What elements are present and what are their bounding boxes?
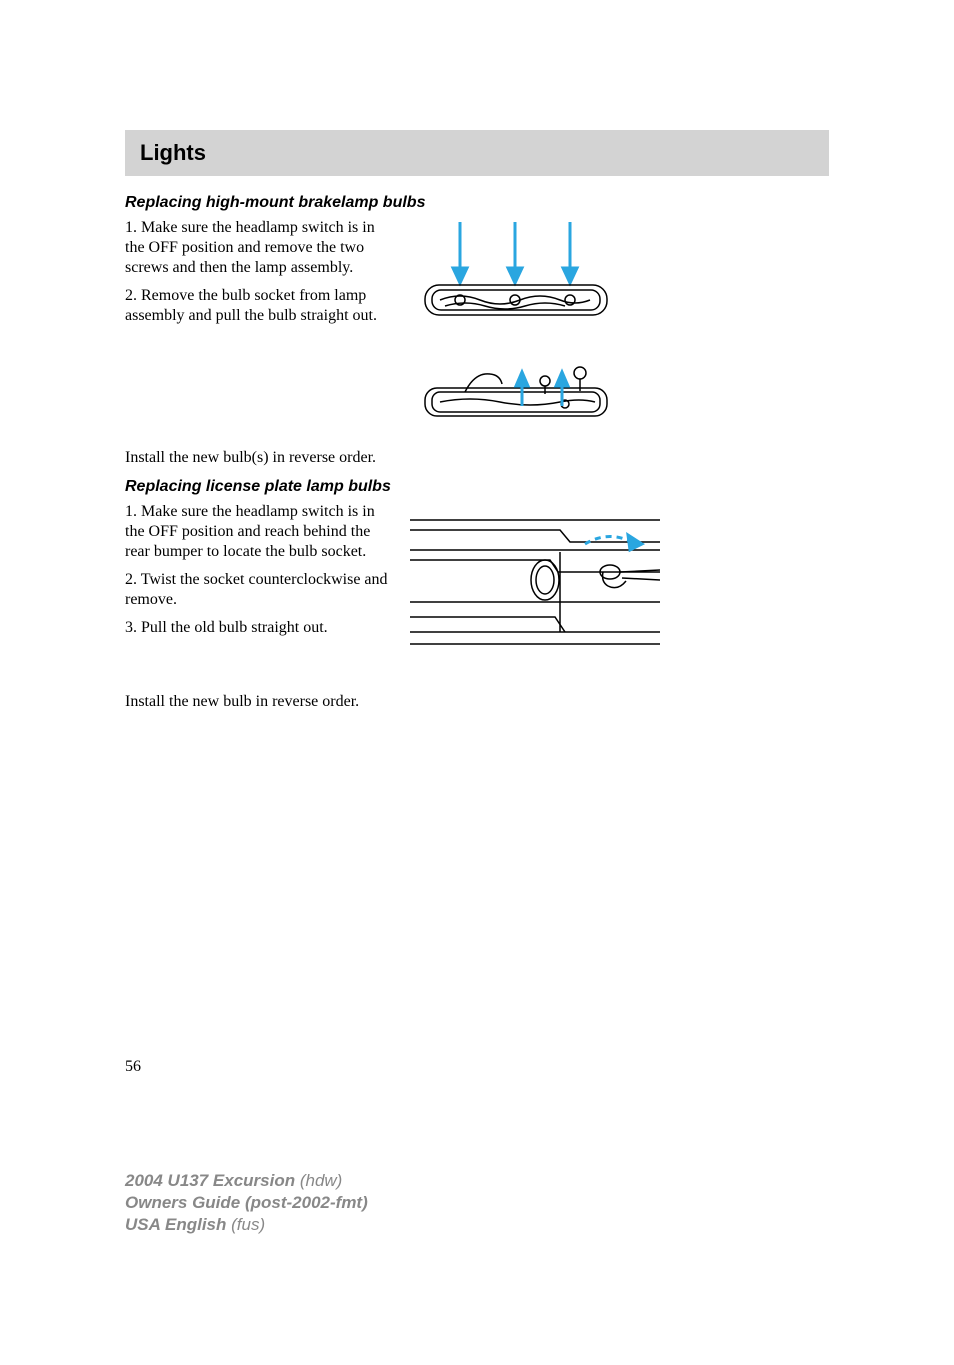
section2-step2: 2. Twist the socket counterclockwise and…: [125, 570, 390, 610]
footer-model: 2004 U137 Excursion: [125, 1171, 295, 1190]
section1-step2: 2. Remove the bulb socket from lamp asse…: [125, 286, 390, 326]
subheading-brakelamp: Replacing high-mount brakelamp bulbs: [125, 194, 829, 212]
section1-row: 1. Make sure the headlamp switch is in t…: [125, 218, 829, 438]
brakelamp-figure: [410, 218, 630, 438]
section-header-bar: Lights: [125, 130, 829, 176]
footer-line1: 2004 U137 Excursion (hdw): [125, 1170, 368, 1192]
page-content: Replacing high-mount brakelamp bulbs 1. …: [125, 176, 829, 712]
footer-block: 2004 U137 Excursion (hdw) Owners Guide (…: [125, 1170, 368, 1236]
section1-text: 1. Make sure the headlamp switch is in t…: [125, 218, 390, 334]
subheading-license: Replacing license plate lamp bulbs: [125, 478, 829, 496]
license-plate-figure: [410, 502, 660, 662]
section2-row: 1. Make sure the headlamp switch is in t…: [125, 502, 829, 662]
section-title: Lights: [140, 140, 206, 165]
section1-closing: Install the new bulb(s) in reverse order…: [125, 448, 829, 468]
section2-text: 1. Make sure the headlamp switch is in t…: [125, 502, 390, 646]
brakelamp-diagram-icon: [410, 218, 630, 438]
section2-step1: 1. Make sure the headlamp switch is in t…: [125, 502, 390, 562]
section2-step3: 3. Pull the old bulb straight out.: [125, 618, 390, 638]
section1-step1: 1. Make sure the headlamp switch is in t…: [125, 218, 390, 278]
footer-lang: USA English: [125, 1215, 226, 1234]
footer-line3: USA English (fus): [125, 1214, 368, 1236]
footer-hdw: (hdw): [295, 1171, 342, 1190]
footer-line2: Owners Guide (post-2002-fmt): [125, 1192, 368, 1214]
footer-fus: (fus): [226, 1215, 265, 1234]
page-number: 56: [125, 1058, 141, 1076]
section2-closing: Install the new bulb in reverse order.: [125, 692, 829, 712]
license-plate-diagram-icon: [410, 502, 660, 662]
